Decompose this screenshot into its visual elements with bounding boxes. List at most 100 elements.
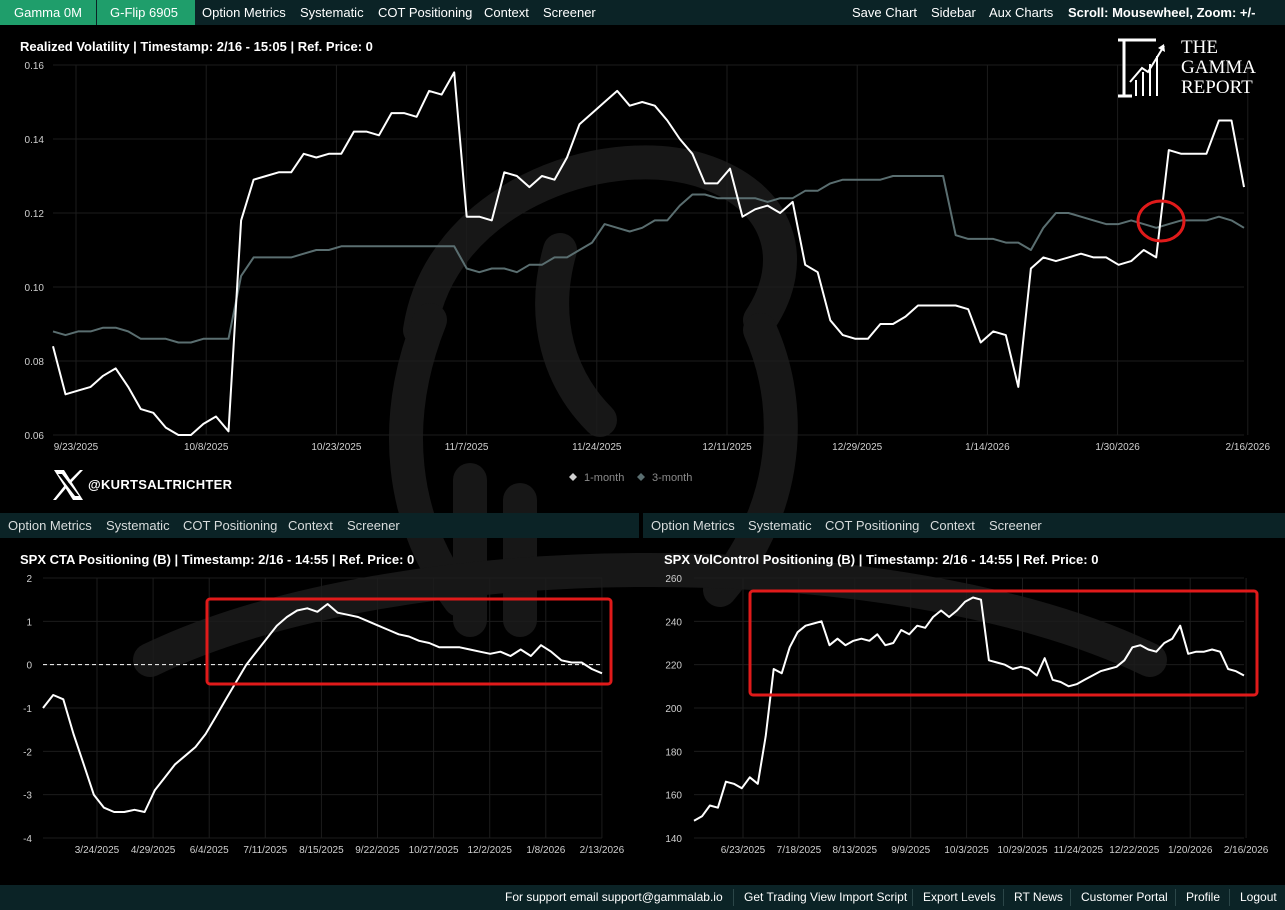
left-tab-cot-positioning[interactable]: COT Positioning xyxy=(183,518,278,533)
x-tick-label: 2/13/2026 xyxy=(580,845,625,856)
x-tick-label: 1/14/2026 xyxy=(965,442,1010,453)
footer-divider xyxy=(733,889,734,906)
series-line-main xyxy=(693,596,1245,822)
profile-link[interactable]: Profile xyxy=(1186,890,1221,904)
footer-divider xyxy=(1003,889,1004,906)
x-tick-label: 8/15/2025 xyxy=(299,845,344,856)
y-tick-label: 240 xyxy=(665,617,682,628)
export-levels-link[interactable]: Export Levels xyxy=(923,890,996,904)
gflip-button[interactable]: G-Flip 6905 xyxy=(97,0,195,25)
social-handle: @KURTSALTRICHTER xyxy=(88,477,233,492)
tab-cot-positioning[interactable]: COT Positioning xyxy=(378,5,473,20)
y-tick-label: 1 xyxy=(26,617,32,628)
x-tick-label: 9/23/2025 xyxy=(54,442,99,453)
y-tick-label: 0.12 xyxy=(25,209,45,220)
support-text: For support email support@gammalab.io xyxy=(505,890,723,904)
sidebar-button[interactable]: Sidebar xyxy=(931,5,976,20)
x-tick-label: 10/23/2025 xyxy=(311,442,361,453)
logo-line-2: GAMMA xyxy=(1181,57,1256,78)
y-tick-label: 180 xyxy=(665,747,682,758)
tab-screener[interactable]: Screener xyxy=(543,5,596,20)
top-nav-bar: Gamma 0M G-Flip 6905 Option Metrics Syst… xyxy=(0,0,1285,25)
left-tab-context[interactable]: Context xyxy=(288,518,333,533)
y-tick-label: 2 xyxy=(26,574,32,585)
volcontrol-chart[interactable]: 6/23/2025 7/18/2025 8/13/2025 9/9/2025 10/3/… xyxy=(643,538,1285,885)
volcontrol-title: SPX VolControl Positioning (B) | Timesta… xyxy=(664,552,1099,567)
x-tick-label: 10/8/2025 xyxy=(184,442,229,453)
right-panel-nav: Option Metrics Systematic COT Positionin… xyxy=(643,513,1285,538)
x-tick-label: 10/29/2025 xyxy=(997,845,1047,856)
x-tick-label: 12/22/2025 xyxy=(1109,845,1159,856)
cta-highlight-box xyxy=(205,597,613,686)
cta-chart[interactable]: 3/24/2025 4/29/2025 6/4/2025 7/11/2025 8/15/… xyxy=(0,538,640,885)
realized-vol-title: Realized Volatility | Timestamp: 2/16 - … xyxy=(20,39,373,54)
logout-link[interactable]: Logout xyxy=(1240,890,1277,904)
realized-vol-chart[interactable]: 9/23/2025 10/8/2025 10/23/2025 11/7/2025 11/… xyxy=(0,25,1285,513)
right-tab-context[interactable]: Context xyxy=(930,518,975,533)
x-tick-label: 2/16/2026 xyxy=(1224,845,1269,856)
rt-news-link[interactable]: RT News xyxy=(1014,890,1063,904)
x-tick-label: 10/27/2025 xyxy=(409,845,459,856)
x-tick-label: 1/8/2026 xyxy=(526,845,565,856)
left-panel-nav: Option Metrics Systematic COT Positionin… xyxy=(0,513,639,538)
y-tick-label: 0.10 xyxy=(25,283,45,294)
x-tick-label: 6/4/2025 xyxy=(190,845,229,856)
right-tab-screener[interactable]: Screener xyxy=(989,518,1042,533)
legend-marker-1-month xyxy=(569,473,577,481)
x-tick-label: 12/29/2025 xyxy=(832,442,882,453)
y-tick-label: -4 xyxy=(23,834,32,845)
logo-line-1: THE xyxy=(1181,37,1218,58)
save-chart-button[interactable]: Save Chart xyxy=(852,5,918,20)
y-tick-label: 0.14 xyxy=(25,135,45,146)
y-tick-label: -2 xyxy=(23,747,32,758)
aux-charts-button[interactable]: Aux Charts xyxy=(989,5,1054,20)
series-line-main xyxy=(42,603,603,813)
y-tick-label: 140 xyxy=(665,834,682,845)
footer-divider xyxy=(1070,889,1071,906)
y-tick-label: 0.08 xyxy=(25,357,45,368)
series-line-3-month xyxy=(52,175,1245,344)
left-tab-screener[interactable]: Screener xyxy=(347,518,400,533)
tab-systematic[interactable]: Systematic xyxy=(300,5,364,20)
x-tick-label: 2/16/2026 xyxy=(1226,442,1271,453)
x-logo-icon xyxy=(53,470,83,500)
y-tick-label: 0.16 xyxy=(25,61,45,72)
x-tick-label: 11/24/2025 xyxy=(572,442,622,453)
x-tick-label: 11/7/2025 xyxy=(445,442,489,453)
footer-divider xyxy=(912,889,913,906)
trading-view-script-link[interactable]: Get Trading View Import Script xyxy=(744,890,908,904)
gamma-button[interactable]: Gamma 0M xyxy=(0,0,96,25)
crossover-highlight-circle xyxy=(1136,199,1186,243)
y-tick-label: 220 xyxy=(665,661,682,672)
customer-portal-link[interactable]: Customer Portal xyxy=(1081,890,1168,904)
y-tick-label: 260 xyxy=(665,574,682,585)
y-tick-label: 0 xyxy=(26,661,32,672)
gamma-report-logo-icon xyxy=(1118,38,1165,98)
footer-bar: For support email support@gammalab.io Ge… xyxy=(0,885,1285,910)
y-tick-label: 0.06 xyxy=(25,431,45,442)
right-tab-systematic[interactable]: Systematic xyxy=(748,518,812,533)
right-tab-cot-positioning[interactable]: COT Positioning xyxy=(825,518,920,533)
cta-title: SPX CTA Positioning (B) | Timestamp: 2/1… xyxy=(20,552,415,567)
footer-divider xyxy=(1175,889,1176,906)
gamma-report-logo-text: THE GAMMA REPORT xyxy=(1181,38,1256,98)
legend-label-3-month: 3-month xyxy=(652,472,692,484)
x-tick-label: 9/22/2025 xyxy=(355,845,400,856)
legend-marker-3-month xyxy=(637,473,645,481)
tab-context[interactable]: Context xyxy=(484,5,529,20)
x-tick-label: 8/13/2025 xyxy=(833,845,878,856)
x-tick-label: 11/24/2025 xyxy=(1054,845,1104,856)
x-tick-label: 4/29/2025 xyxy=(131,845,176,856)
x-tick-label: 9/9/2025 xyxy=(891,845,930,856)
x-tick-label: 1/20/2026 xyxy=(1168,845,1213,856)
right-tab-option-metrics[interactable]: Option Metrics xyxy=(651,518,735,533)
x-tick-label: 10/3/2025 xyxy=(944,845,989,856)
x-tick-label: 12/11/2025 xyxy=(702,442,752,453)
x-tick-label: 12/2/2025 xyxy=(467,845,512,856)
left-tab-systematic[interactable]: Systematic xyxy=(106,518,170,533)
left-tab-option-metrics[interactable]: Option Metrics xyxy=(8,518,92,533)
tab-option-metrics[interactable]: Option Metrics xyxy=(202,5,286,20)
scroll-value: Mousewheel, Zoom: +/- xyxy=(1108,5,1256,20)
volcontrol-highlight-box xyxy=(748,589,1259,697)
